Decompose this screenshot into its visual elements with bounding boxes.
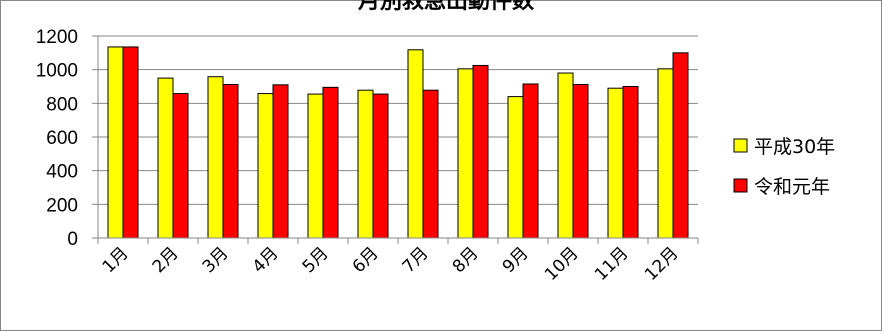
x-tick-label: 6月 (349, 243, 383, 277)
y-axis-ticks: 0 200 400 600 800 1000 1200 (36, 27, 98, 250)
bar-series-2 (372, 93, 389, 239)
y-tick-label: 800 (46, 94, 78, 115)
bar-series-1 (257, 93, 274, 239)
bar-series-1 (357, 89, 374, 239)
bar-series-1 (107, 46, 124, 239)
x-tick-label: 8月 (449, 243, 483, 277)
bar-series-2 (622, 86, 639, 239)
legend-label: 令和元年 (754, 176, 830, 198)
y-tick-label: 1200 (36, 27, 78, 48)
x-tick-label: 12月 (641, 243, 682, 284)
x-tick-label: 2月 (149, 243, 183, 277)
x-tick-label: 10月 (541, 243, 582, 284)
bar-series-2 (422, 89, 439, 239)
bar-series-2 (472, 64, 489, 239)
x-tick-label: 11月 (591, 243, 632, 284)
bar-series-2 (222, 83, 239, 239)
bar-series-2 (672, 52, 689, 239)
gridlines (98, 35, 698, 205)
bar-series-1 (407, 49, 424, 239)
bar-series-2 (122, 46, 139, 239)
bar-series-1 (157, 77, 174, 239)
y-tick-label: 0 (67, 229, 78, 250)
x-tick-label: 3月 (199, 243, 233, 277)
bar-series-1 (607, 87, 624, 239)
bar-series-1 (507, 96, 524, 239)
bar-series-1 (657, 68, 674, 239)
bar-series-2 (172, 93, 189, 239)
legend-label: 平成30年 (754, 136, 835, 158)
y-tick-label: 600 (46, 128, 78, 149)
bars (107, 46, 689, 239)
bar-series-1 (457, 68, 474, 239)
legend-swatch (733, 178, 748, 193)
x-axis-ticks: 1月 2月 3月 4月 5月 6月 7月 8月 9月 10月 11月 12月 (97, 238, 699, 285)
y-tick-label: 200 (46, 195, 78, 216)
y-tick-label: 400 (46, 162, 78, 183)
bar-series-1 (557, 72, 574, 239)
x-tick-label: 1月 (99, 243, 133, 277)
bar-series-2 (272, 84, 289, 239)
x-tick-label: 4月 (249, 243, 283, 277)
x-tick-label: 9月 (499, 243, 533, 277)
bar-series-2 (322, 86, 339, 239)
bar-series-2 (572, 83, 589, 239)
bar-series-1 (307, 93, 324, 239)
x-tick-label: 7月 (399, 243, 433, 277)
legend-swatch (733, 138, 748, 153)
chart-title: 月別救急出動件数 (357, 0, 535, 14)
bar-series-2 (522, 83, 539, 239)
y-tick-label: 1000 (36, 61, 78, 82)
x-tick-label: 5月 (299, 243, 333, 277)
bar-series-1 (207, 76, 224, 239)
